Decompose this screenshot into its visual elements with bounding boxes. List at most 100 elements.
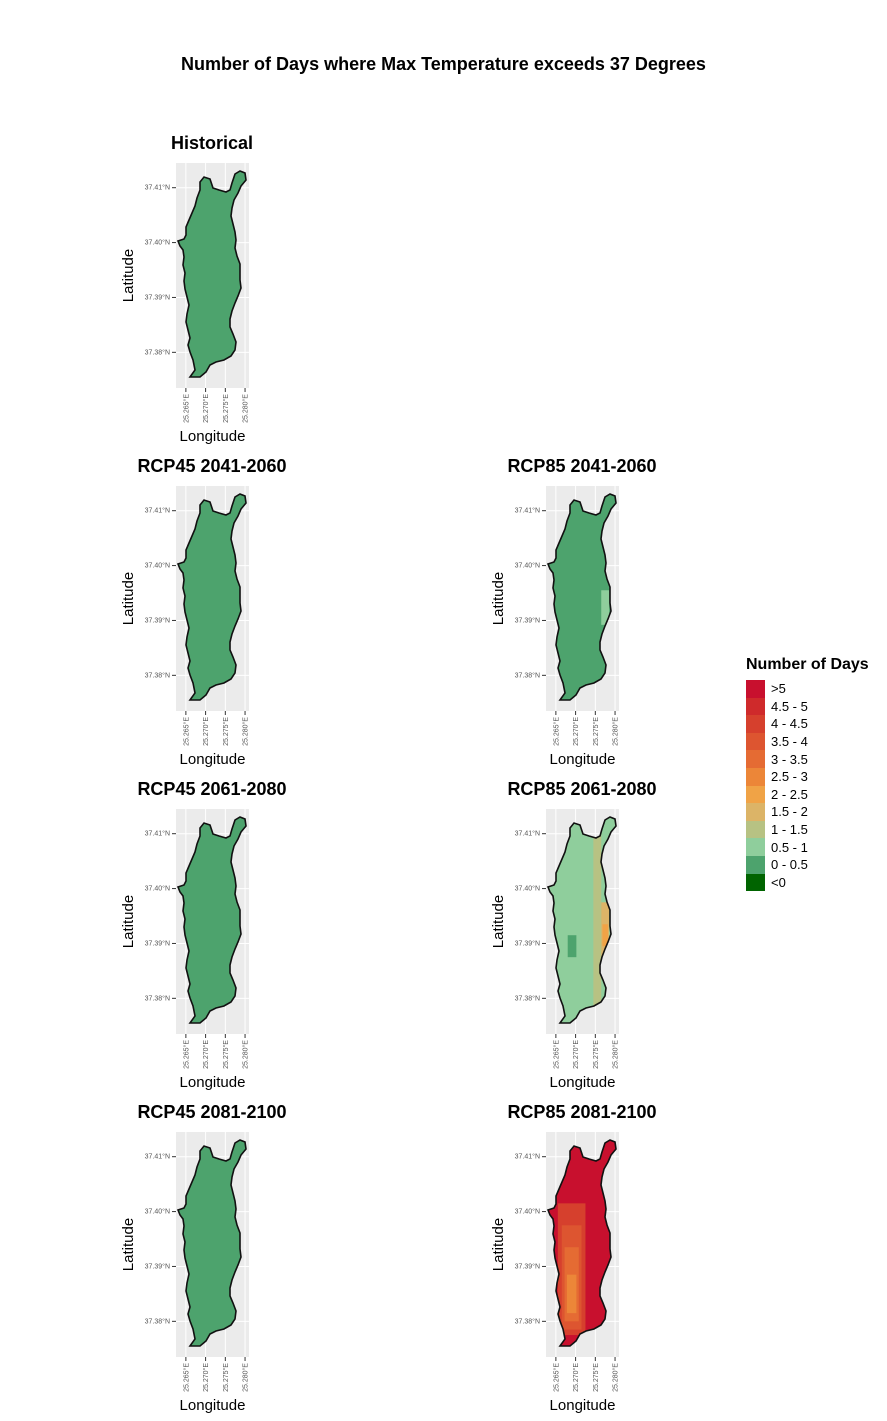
y-tick-label: 37.38°N [515,1317,540,1325]
x-tick-label: 25.275°E [592,1363,600,1392]
map-panel: 37.38°N 37.39°N 37.40°N 37.41°N 25.265°E 25.2… [490,809,620,1091]
x-axis-title: Longitude [180,1397,246,1414]
x-tick-label: 25.275°E [592,717,600,746]
x-tick-label: 25.280°E [242,717,250,746]
y-tick-label: 37.41°N [515,1153,540,1161]
y-tick-label: 37.39°N [515,616,540,624]
x-tick-label: 25.265°E [182,394,190,423]
y-axis-title: Latitude [120,249,137,302]
x-tick-label: 25.270°E [572,1363,580,1392]
x-tick-label: 25.270°E [202,394,210,423]
x-tick-label: 25.270°E [202,717,210,746]
legend-label: 2.5 - 3 [771,769,808,785]
y-tick-label: 37.40°N [515,1208,540,1216]
x-tick-label: 25.280°E [242,394,250,423]
map-panel: 37.38°N 37.39°N 37.40°N 37.41°N 25.265°E 25.2… [490,1132,620,1414]
x-tick-label: 25.265°E [182,717,190,746]
legend-item: 3.5 - 4 [746,732,869,751]
heatmap-patch [567,935,577,958]
panel-title: RCP45 2061-2080 [137,779,287,799]
y-tick-label: 37.41°N [145,507,170,515]
legend-swatch [746,680,765,698]
heatmap-patch [593,825,602,1007]
legend-label: 2 - 2.5 [771,786,808,802]
x-tick-label: 25.280°E [242,1040,250,1069]
legend-item: >5 [746,680,869,698]
legend-label: <0 [771,874,786,890]
heatmap-patch [602,924,608,947]
island-outline [176,170,247,378]
y-tick-label: 37.41°N [515,507,540,515]
legend-swatch [746,767,765,786]
legend-swatch [746,855,765,874]
y-tick-label: 37.41°N [145,184,170,192]
y-axis-title: Latitude [490,895,507,948]
x-tick-label: 25.270°E [572,717,580,746]
island-outline [546,493,617,701]
x-axis-title: Longitude [180,1074,246,1091]
island-outline [176,493,247,701]
legend-item: 4.5 - 5 [746,697,869,716]
map-panel: 37.38°N 37.39°N 37.40°N 37.41°N 25.265°E 25.2… [120,486,250,768]
panel-title: RCP45 2081-2100 [137,1102,287,1122]
legend-label: 1.5 - 2 [771,804,808,820]
legend-item: 1 - 1.5 [746,820,869,839]
legend-swatch [746,820,765,839]
y-tick-label: 37.41°N [145,1153,170,1161]
heatmap-patch [601,590,610,625]
y-tick-label: 37.39°N [145,293,170,301]
y-tick-label: 37.39°N [145,616,170,624]
x-axis-title: Longitude [550,751,616,768]
legend-swatch [746,697,765,716]
y-tick-label: 37.40°N [515,562,540,570]
legend-swatch [746,750,765,768]
y-tick-label: 37.40°N [145,885,170,893]
x-tick-label: 25.280°E [612,1040,620,1069]
legend-label: 0.5 - 1 [771,839,808,855]
x-tick-label: 25.270°E [202,1040,210,1069]
y-tick-label: 37.39°N [515,939,540,947]
legend-item: 1.5 - 2 [746,803,869,821]
x-tick-label: 25.280°E [242,1363,250,1392]
x-tick-label: 25.275°E [592,1040,600,1069]
legend-label: 4 - 4.5 [771,716,808,732]
y-axis-title: Latitude [120,895,137,948]
y-tick-label: 37.40°N [145,239,170,247]
map-panel: 37.38°N 37.39°N 37.40°N 37.41°N 25.265°E 25.2… [120,809,250,1091]
x-tick-label: 25.270°E [572,1040,580,1069]
x-tick-label: 25.275°E [222,717,230,746]
heatmap-patch [566,1274,577,1314]
x-axis-title: Longitude [180,751,246,768]
island-outline [176,1139,247,1347]
x-tick-label: 25.275°E [222,1040,230,1069]
y-axis-title: Latitude [120,1218,137,1271]
legend-item: 2.5 - 3 [746,767,869,786]
y-tick-label: 37.40°N [145,1208,170,1216]
y-tick-label: 37.39°N [145,1262,170,1270]
y-tick-label: 37.38°N [515,994,540,1002]
legend-label: >5 [771,681,786,697]
map-panel: 37.38°N 37.39°N 37.40°N 37.41°N 25.265°E 25.2… [490,486,620,768]
legend-swatch [746,732,765,751]
panel-title: RCP85 2041-2060 [507,456,657,476]
island-outline [176,816,247,1024]
panel-title: RCP85 2081-2100 [507,1102,657,1122]
panel-title: RCP45 2041-2060 [137,456,287,476]
map-panel: 37.38°N 37.39°N 37.40°N 37.41°N 25.265°E 25.2… [120,163,250,445]
y-tick-label: 37.40°N [145,562,170,570]
legend-item: <0 [746,873,869,892]
legend-swatch [746,715,765,733]
y-tick-label: 37.38°N [145,348,170,356]
y-axis-title: Latitude [490,1218,507,1271]
island-outline [546,816,617,1024]
y-tick-label: 37.38°N [515,671,540,679]
x-tick-label: 25.265°E [552,1040,560,1069]
panel-title: RCP85 2061-2080 [507,779,657,799]
legend-label: 1 - 1.5 [771,822,808,838]
map-panel: 37.38°N 37.39°N 37.40°N 37.41°N 25.265°E 25.2… [120,1132,250,1414]
x-tick-label: 25.275°E [222,394,230,423]
legend-label: 0 - 0.5 [771,857,808,873]
x-tick-label: 25.265°E [182,1040,190,1069]
